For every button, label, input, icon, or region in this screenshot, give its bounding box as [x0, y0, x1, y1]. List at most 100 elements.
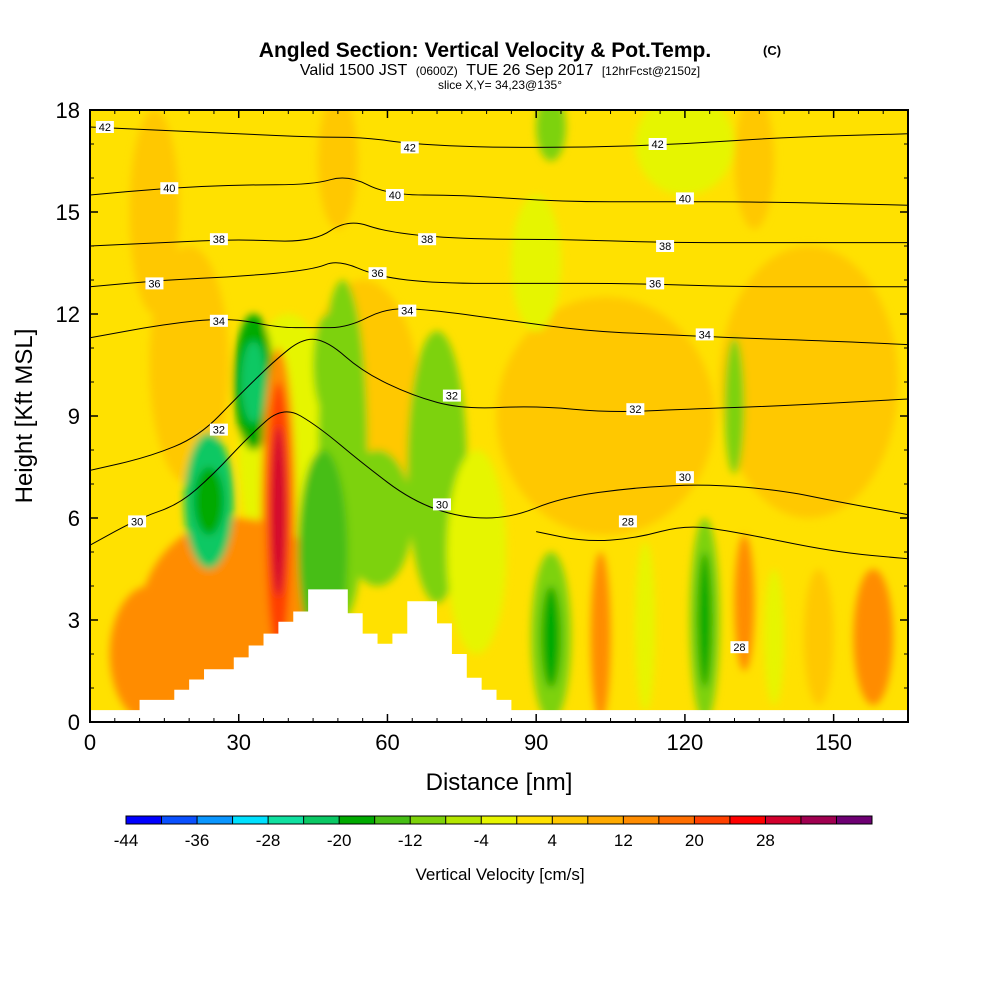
contour-label: 40: [385, 189, 404, 202]
colorbar: -44 -36 -28 -20 -12 -4 4 12 20 28: [114, 815, 873, 850]
contour-label: 28: [618, 515, 637, 528]
x-axis-title: Distance [nm]: [426, 769, 573, 796]
contour-label: 30: [675, 471, 694, 484]
colorbar-swatch: [800, 816, 837, 824]
colorbar-tick-label: -28: [256, 831, 281, 850]
contour-label-text: 30: [436, 499, 448, 511]
contour-label-text: 42: [652, 139, 664, 151]
x-tick-label: 60: [375, 730, 399, 755]
x-axis: 0 30 60 90 120 150: [84, 110, 884, 755]
colorbar-swatch: [516, 816, 553, 824]
y-tick-label: 18: [56, 98, 80, 123]
contour-label: 32: [626, 403, 645, 416]
contour-label-bg: [209, 233, 228, 246]
velocity-field: [109, 110, 899, 722]
y-tick-label: 0: [68, 710, 80, 735]
slice-info: slice X,Y= 34,23@135°: [438, 78, 562, 92]
contour-label-bg: [675, 471, 694, 484]
contour-label-text: 30: [131, 516, 143, 528]
contour-label-text: 36: [649, 278, 661, 290]
contour-label-text: 40: [679, 193, 691, 205]
contour-label: 38: [656, 240, 675, 253]
contour-label: 32: [442, 389, 461, 403]
contour-label-bg: [626, 403, 645, 416]
x-tick-label: 120: [667, 730, 704, 755]
contour-label-bg: [648, 138, 667, 150]
contour-label-bg: [646, 277, 665, 290]
chart-title: Angled Section: Vertical Velocity & Pot.…: [259, 39, 711, 62]
velocity-region: [270, 426, 286, 597]
contour-label: 42: [648, 138, 667, 151]
x-tick-label: 150: [815, 730, 852, 755]
contour-label: 36: [145, 277, 164, 290]
chart-title-suffix: (C): [763, 43, 781, 58]
contour-label-text: 28: [733, 642, 745, 654]
theta-contour-32: [90, 338, 908, 471]
contour-label-bg: [145, 277, 164, 290]
contour-label-bg: [418, 233, 437, 246]
y-tick-label: 9: [68, 404, 80, 429]
theta-contour-30: [90, 411, 908, 546]
y-tick-label: 6: [68, 506, 80, 531]
velocity-region: [734, 110, 775, 229]
theta-contour-38: [90, 222, 908, 247]
contour-label-text: 32: [446, 391, 458, 403]
contour-label-bg: [95, 121, 114, 133]
contour-label: 30: [128, 515, 147, 528]
contour-label: 34: [398, 304, 417, 318]
colorbar-swatch: [268, 816, 304, 824]
y-axis-title: Height [Kft MSL]: [11, 329, 38, 504]
contour-label-text: 30: [679, 472, 691, 484]
contour-label-bg: [160, 182, 179, 195]
velocity-region: [129, 110, 180, 314]
contour-label: 28: [730, 641, 749, 654]
colorbar-swatch: [552, 816, 589, 824]
contour-label: 36: [646, 277, 665, 290]
subtitle-main: Valid 1500 JST: [300, 62, 408, 79]
contour-label-bg: [398, 304, 417, 317]
contour-label: 32: [209, 423, 228, 437]
colorbar-tick-label: 12: [614, 831, 633, 850]
velocity-region: [313, 314, 343, 416]
colorbar-tick-label: 4: [548, 831, 557, 850]
contour-label: 34: [209, 314, 228, 328]
colorbar-swatch: [410, 816, 447, 824]
contour-label-text: 38: [659, 241, 671, 253]
colorbar-swatch: [161, 816, 198, 824]
contour-label-text: 42: [99, 122, 111, 134]
contour-label-text: 40: [163, 183, 175, 195]
velocity-region: [536, 110, 566, 161]
velocity-region: [803, 569, 834, 705]
subtitle-fcst: [12hrFcst@2150z]: [602, 64, 700, 78]
velocity-region: [446, 450, 507, 654]
contour-label-bg: [675, 192, 694, 205]
velocity-region: [853, 569, 894, 705]
velocity-region: [149, 246, 229, 484]
contour-label-bg: [656, 240, 675, 252]
contour-label-bg: [209, 314, 228, 327]
contour-labels: 42 42 42 40 40 40 38 38 38 36 36 36 34 34 34 32 32 32 30 30…: [95, 121, 749, 654]
contour-label: 40: [160, 182, 179, 195]
contour-label: 42: [400, 141, 419, 154]
subtitle-date: TUE 26 Sep 2017: [466, 62, 593, 79]
colorbar-tick-label: -44: [114, 831, 139, 850]
velocity-region: [635, 541, 656, 712]
x-tick-label: 90: [524, 730, 548, 755]
contour-label-text: 40: [389, 190, 401, 202]
contour-label-text: 42: [404, 142, 416, 154]
colorbar-label: Vertical Velocity [cm/s]: [415, 865, 584, 884]
contour-label-text: 32: [213, 425, 225, 437]
colorbar-swatch: [658, 816, 695, 824]
colorbar-swatch: [445, 816, 482, 824]
subtitle-utc: (0600Z): [416, 64, 458, 78]
terrain-mask: [90, 589, 908, 722]
contour-label-bg: [432, 498, 451, 511]
colorbar-tick-label: -4: [474, 831, 489, 850]
contour-label-text: 34: [699, 329, 711, 341]
contour-label-bg: [385, 189, 404, 201]
velocity-region: [697, 552, 713, 688]
colorbar-tick-label: -36: [185, 831, 210, 850]
contour-label: 40: [675, 192, 694, 205]
contour-label-text: 36: [371, 268, 383, 280]
